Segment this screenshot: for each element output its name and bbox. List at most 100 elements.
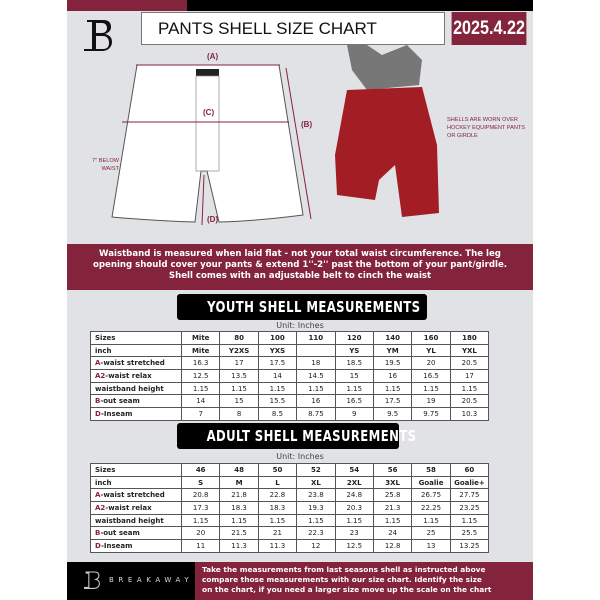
- table-cell: 21.8: [219, 488, 259, 503]
- table-cell: 25.8: [372, 488, 413, 503]
- top-bar-accent: [67, 0, 187, 11]
- table-cell: 1.15: [296, 381, 336, 396]
- table-cell: 1.15: [334, 513, 374, 528]
- table-cell: 20.8: [180, 488, 221, 503]
- row-label-text: -waist stretched: [100, 491, 165, 500]
- footer: BREAKAWAY Take the measurements from las…: [67, 562, 533, 600]
- table-cell: 54: [334, 463, 374, 477]
- row-label-prefix: D: [95, 409, 101, 418]
- table-cell: 58: [411, 463, 451, 477]
- row-label: A2-waist relax: [90, 369, 182, 383]
- table-cell: XL: [296, 475, 336, 490]
- table-cell: 12.8: [372, 539, 413, 553]
- table-cell: 17.3: [180, 501, 221, 515]
- row-label-text: waistband height: [95, 384, 164, 393]
- table-cell: 11.3: [219, 539, 259, 553]
- row-label: inch: [90, 343, 182, 358]
- table-cell: 26.75: [411, 488, 451, 503]
- table-row: B-out seam 14 15 15.5 16 16.5 17.5 19 20.5: [90, 394, 490, 409]
- table-cell: 15: [334, 369, 374, 383]
- footer-instructions: Take the measurements from last seasons …: [195, 562, 533, 600]
- table-cell: 1.15: [372, 513, 413, 528]
- table-cell: YL: [411, 343, 451, 358]
- table-cell: 46: [180, 463, 221, 477]
- info-line: Waistband is measured when laid flat - n…: [99, 249, 501, 259]
- table-cell: 1.15: [219, 513, 259, 528]
- table-row: D-Inseam 7 8 8.5 8.75 9 9.5 9.75 10.3: [90, 407, 490, 421]
- row-label-text: -Inseam: [100, 409, 133, 418]
- youth-size-table: Sizes Mite 80 100 110 120 140 160 180 inch Mite Y2X…: [90, 331, 490, 421]
- table-row: A2-waist relax 12.5 13.5 14 14.5 15 16 16.5 17: [90, 369, 490, 383]
- table-cell: 19.3: [296, 501, 336, 515]
- row-label-prefix: A2: [95, 371, 106, 380]
- label-c: (C): [203, 108, 215, 117]
- table-row: Sizes 46 48 50 52 54 56 58 60: [90, 463, 490, 477]
- table-cell: 11: [180, 539, 221, 553]
- table-cell: 16: [296, 394, 336, 409]
- adult-section-title: ADULT SHELL MEASUREMENTS: [177, 423, 416, 449]
- table-cell: 52: [296, 463, 336, 477]
- table-cell: 11.3: [257, 539, 298, 553]
- table-cell: 22.25: [411, 501, 451, 515]
- table-cell: 14: [180, 394, 221, 409]
- table-cell: 24.8: [334, 488, 374, 503]
- table-cell: 1.15: [257, 513, 298, 528]
- table-cell: 20.5: [449, 356, 490, 371]
- row-label-text: Sizes: [95, 465, 116, 474]
- row-label: waistband height: [90, 513, 182, 528]
- table-cell: 8.75: [296, 407, 336, 421]
- label-d: (D): [207, 215, 219, 224]
- footer-line: Take the measurements from last seasons …: [202, 565, 486, 574]
- table-cell: 15.5: [257, 394, 298, 409]
- table-row: waistband height 1.15 1.15 1.15 1.15 1.15 1.15…: [90, 381, 490, 396]
- table-cell: 13.5: [219, 369, 259, 383]
- table-cell: 18.5: [334, 356, 374, 371]
- table-cell: 9.75: [411, 407, 451, 421]
- table-cell: Mite: [180, 331, 221, 345]
- table-cell: L: [257, 475, 298, 490]
- row-label-prefix: B: [95, 397, 101, 406]
- table-cell: 25: [411, 526, 451, 541]
- table-cell: 9.5: [372, 407, 413, 421]
- adult-unit: Unit: Inches: [276, 452, 324, 461]
- row-label-text: -out seam: [100, 529, 140, 538]
- brand-name: BREAKAWAY: [109, 576, 194, 584]
- table-cell: Goalie: [411, 475, 451, 490]
- row-label: A2-waist relax: [90, 501, 182, 515]
- table-cell: 1.15: [411, 513, 451, 528]
- table-cell: 18.3: [257, 501, 298, 515]
- row-label-prefix: D: [95, 541, 101, 550]
- row-label: D-Inseam: [90, 539, 182, 553]
- table-row: A2-waist relax 17.3 18.3 18.3 19.3 20.3 21.3 22…: [90, 501, 490, 515]
- table-cell: 9: [334, 407, 374, 421]
- row-label-text: inch: [95, 478, 112, 487]
- row-label-prefix: A2: [95, 503, 106, 512]
- row-label-text: -waist relax: [105, 371, 152, 380]
- table-cell: 16.3: [180, 356, 221, 371]
- below-waist-note: 7'' BELOW WAIST: [91, 158, 119, 172]
- youth-title-text: YOUTH SHELL MEASUREMENTS: [207, 298, 421, 316]
- table-cell: 23.25: [449, 501, 490, 515]
- table-cell: 22.3: [296, 526, 336, 541]
- table-cell: [296, 343, 336, 358]
- table-cell: 120: [334, 331, 374, 345]
- table-cell: 20: [180, 526, 221, 541]
- table-cell: 24: [372, 526, 413, 541]
- table-cell: M: [219, 475, 259, 490]
- waistband-info: Waistband is measured when laid flat - n…: [67, 244, 533, 290]
- table-cell: 2XL: [334, 475, 374, 490]
- row-label-text: -waist stretched: [100, 359, 165, 368]
- table-cell: 17.5: [372, 394, 413, 409]
- breakaway-logo-icon: [84, 20, 112, 51]
- table-cell: 15: [219, 394, 259, 409]
- table-row: D-Inseam 11 11.3 11.3 12 12.5 12.8 13 13.25: [90, 539, 490, 553]
- youth-section-title: YOUTH SHELL MEASUREMENTS: [177, 294, 427, 320]
- row-label: B-out seam: [90, 526, 182, 541]
- table-cell: 12.5: [180, 369, 221, 383]
- label-b: (B): [301, 120, 313, 129]
- table-cell: 1.15: [372, 381, 413, 396]
- table-cell: 12.5: [334, 539, 374, 553]
- row-label-text: inch: [95, 346, 112, 355]
- table-cell: 80: [219, 331, 259, 345]
- row-label-text: Sizes: [95, 333, 116, 342]
